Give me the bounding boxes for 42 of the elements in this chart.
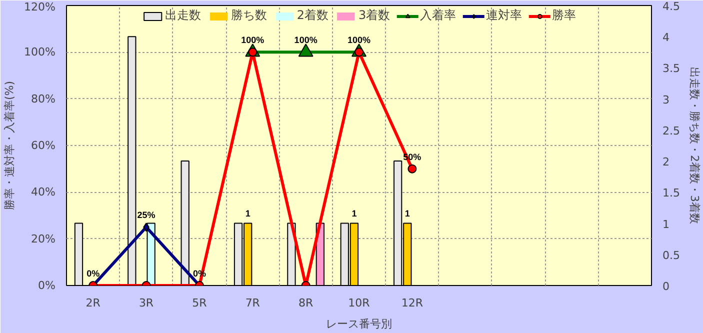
x-tick-label: 10R: [348, 296, 370, 310]
x-tick-label: 5R: [192, 296, 208, 310]
y-tick-label: 60%: [31, 139, 56, 152]
y2-axis-title: 出走数・勝ち数・2着数・3着数: [688, 67, 701, 224]
y2-tick-label: 3.5: [662, 62, 680, 76]
y-tick-label: 0%: [38, 279, 56, 292]
legend-label: 2着数: [296, 7, 328, 24]
y2-tick-label: 0.5: [662, 248, 680, 262]
y-tick-label: 120%: [24, 0, 56, 14]
y2-tick-label: 1.5: [662, 186, 680, 200]
y-tick-label: 100%: [24, 46, 56, 59]
legend-label: 勝率: [552, 7, 576, 24]
y2-tick-label: 3: [662, 93, 670, 106]
legend-label: 勝ち数: [230, 7, 267, 24]
y-axis-title: 勝率・連対率・入着率(%): [3, 80, 16, 210]
legend-label: 3着数: [358, 7, 390, 24]
data-label: 25%: [137, 210, 156, 220]
y-tick-label: 80%: [31, 92, 56, 106]
y2-tick-label: 2.5: [662, 124, 680, 138]
x-tick-label: 8R: [298, 296, 314, 310]
y2-tick-label: 2: [662, 156, 670, 169]
data-label: 100%: [347, 35, 371, 46]
y2-tick-label: 0: [662, 280, 670, 293]
data-label: 0%: [86, 268, 100, 278]
x-tick-label: 7R: [245, 296, 260, 310]
x-tick-label: 3R: [138, 296, 154, 310]
x-axis-title: レース番号別: [326, 318, 392, 330]
x-tick-label: 12R: [401, 296, 424, 310]
y-tick-label: 40%: [31, 186, 56, 199]
y2-tick-label: 4: [662, 31, 670, 44]
legend-label: 入着率: [420, 7, 456, 24]
data-label: 1: [352, 208, 357, 218]
data-label: 100%: [294, 35, 318, 46]
y2-tick-label: 1: [662, 218, 670, 231]
legend-label: 出走数: [164, 7, 201, 24]
x-tick-label: 2R: [86, 296, 101, 310]
data-label: 1: [404, 208, 410, 218]
legend-label: 連対率: [486, 7, 522, 24]
data-label: 1: [245, 208, 250, 218]
y-tick-label: 20%: [31, 232, 56, 246]
data-label: 100%: [241, 35, 264, 46]
y2-tick-label: 4.5: [662, 0, 680, 13]
